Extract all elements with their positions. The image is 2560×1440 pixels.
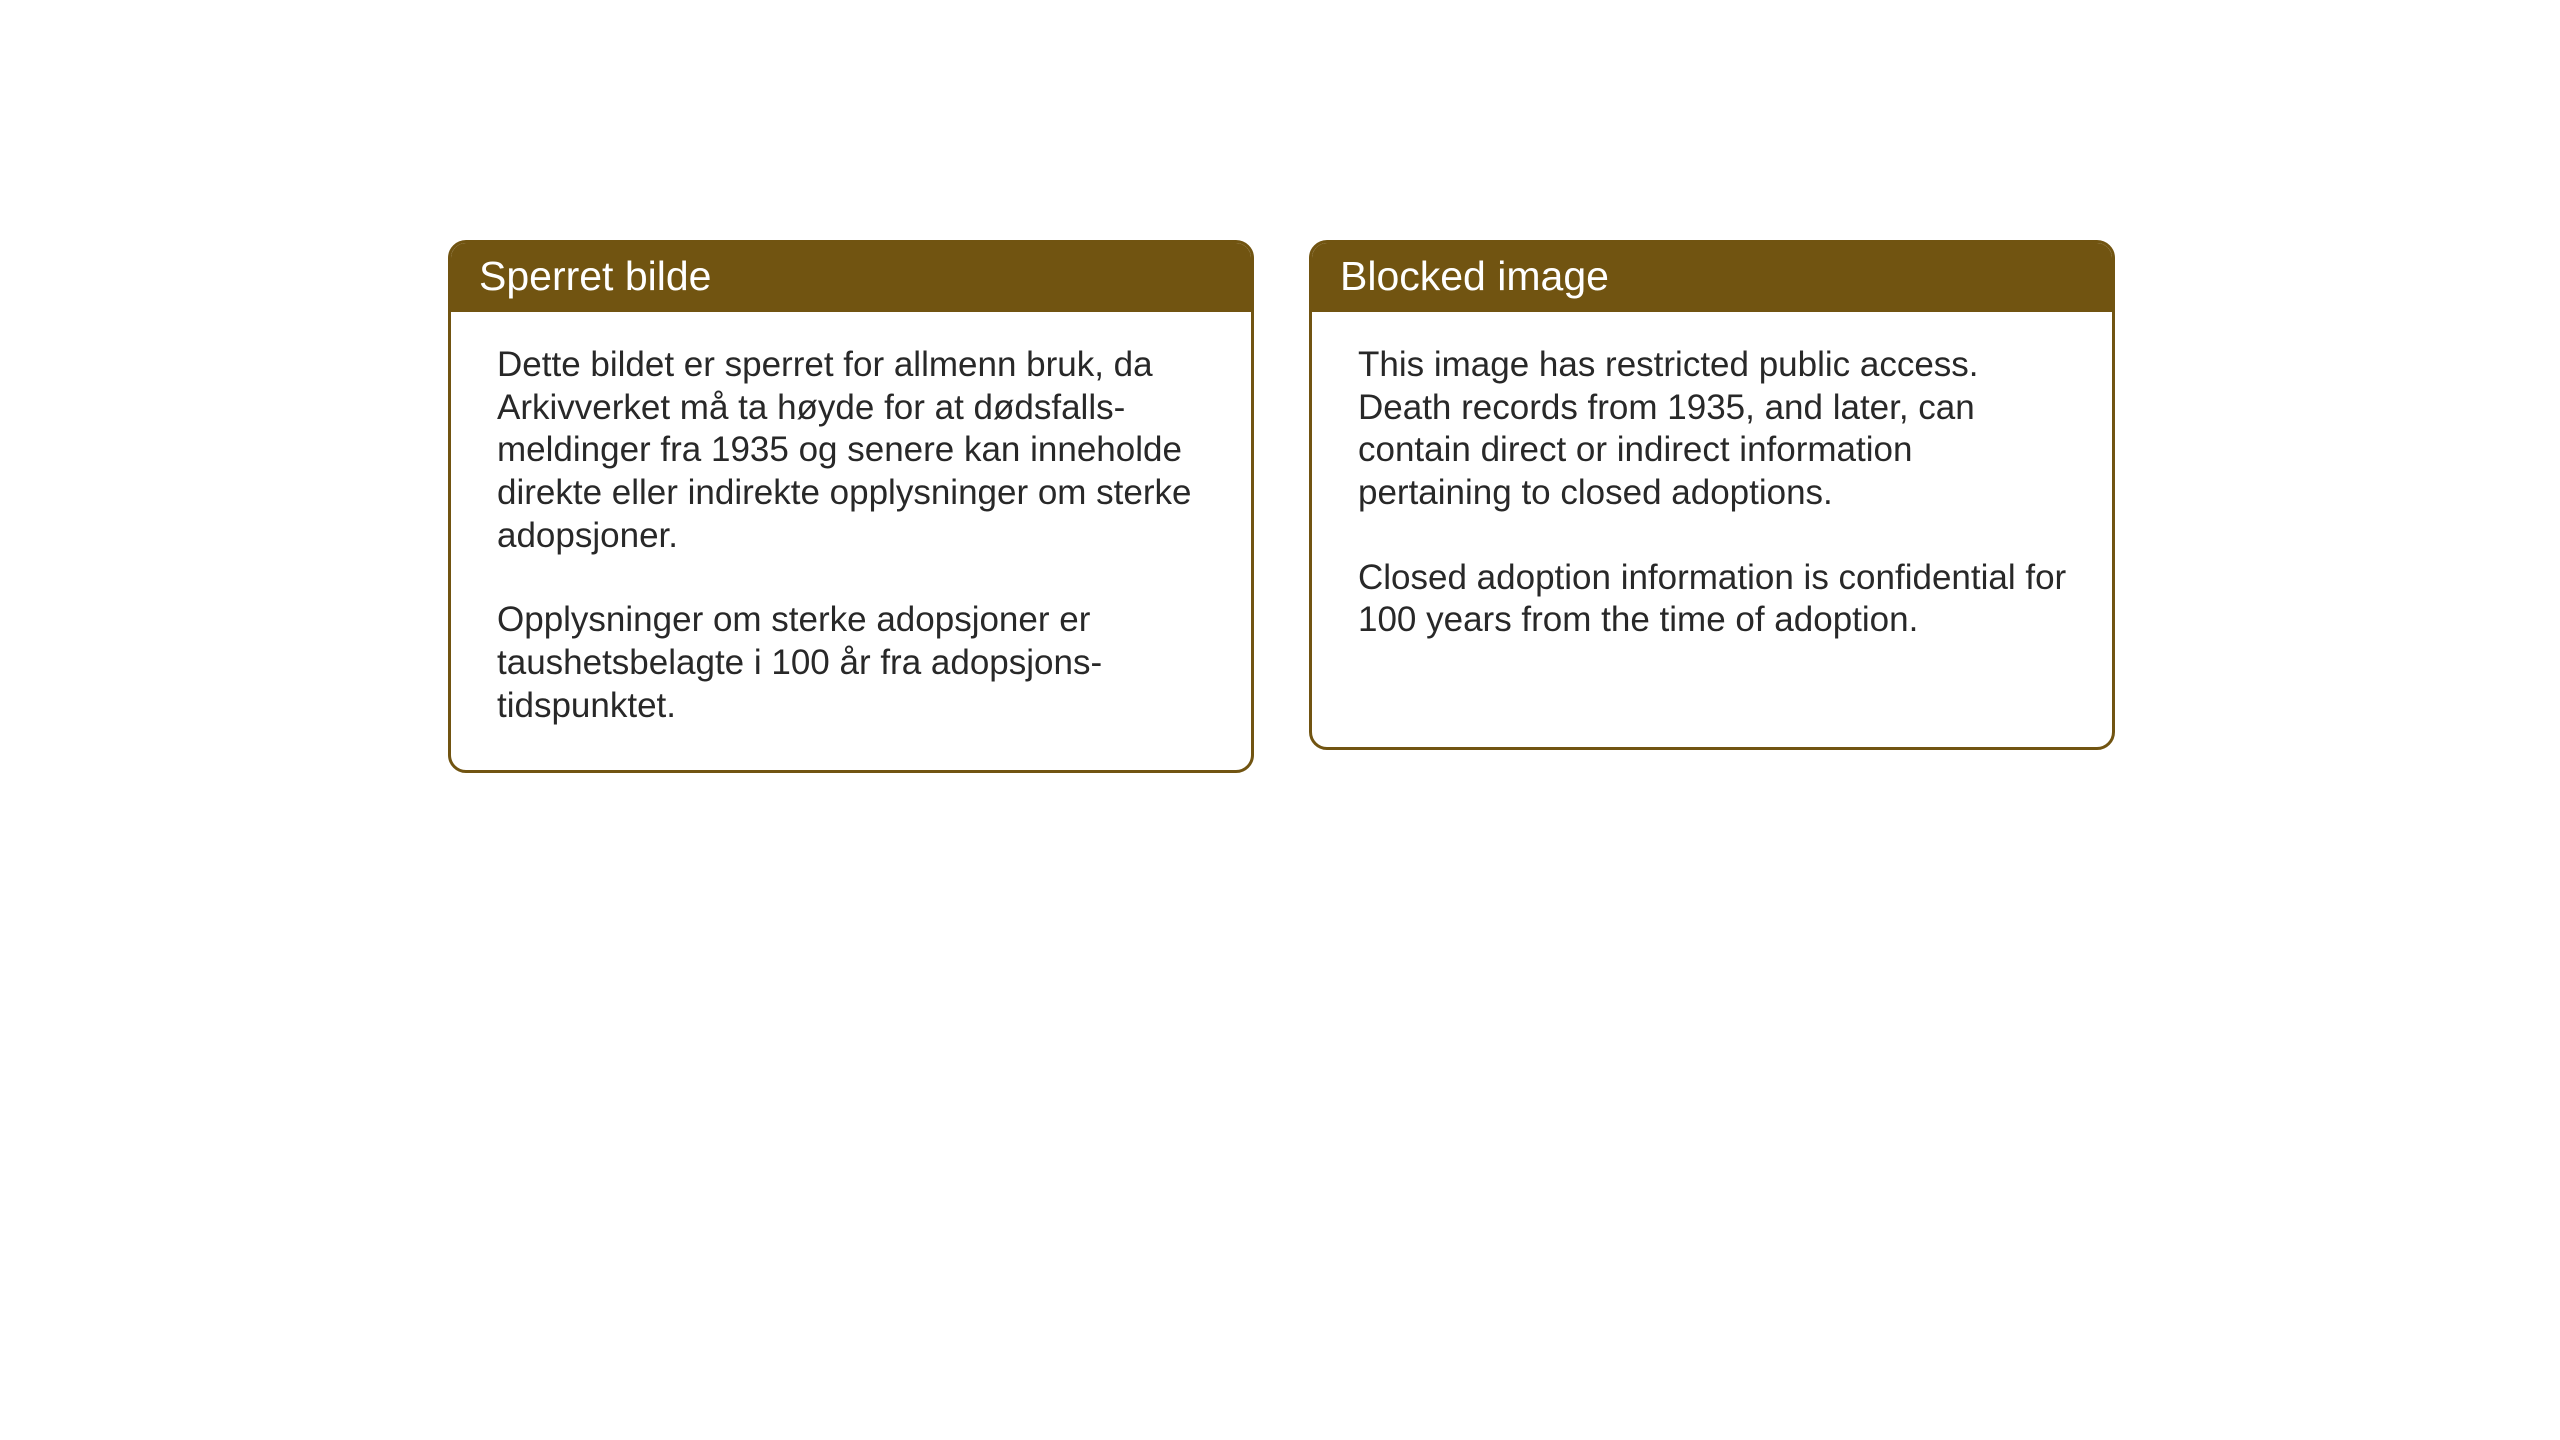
cards-container: Sperret bilde Dette bildet er sperret fo…: [0, 0, 2560, 773]
card-header-norwegian: Sperret bilde: [451, 243, 1251, 312]
paragraph-1-english: This image has restricted public access.…: [1358, 344, 2070, 515]
card-header-english: Blocked image: [1312, 243, 2112, 312]
paragraph-2-norwegian: Opplysninger om sterke adopsjoner er tau…: [497, 599, 1209, 727]
paragraph-2-english: Closed adoption information is confident…: [1358, 557, 2070, 642]
card-body-english: This image has restricted public access.…: [1312, 312, 2112, 684]
blocked-image-card-english: Blocked image This image has restricted …: [1309, 240, 2115, 750]
paragraph-1-norwegian: Dette bildet er sperret for allmenn bruk…: [497, 344, 1209, 557]
card-body-norwegian: Dette bildet er sperret for allmenn bruk…: [451, 312, 1251, 770]
blocked-image-card-norwegian: Sperret bilde Dette bildet er sperret fo…: [448, 240, 1254, 773]
